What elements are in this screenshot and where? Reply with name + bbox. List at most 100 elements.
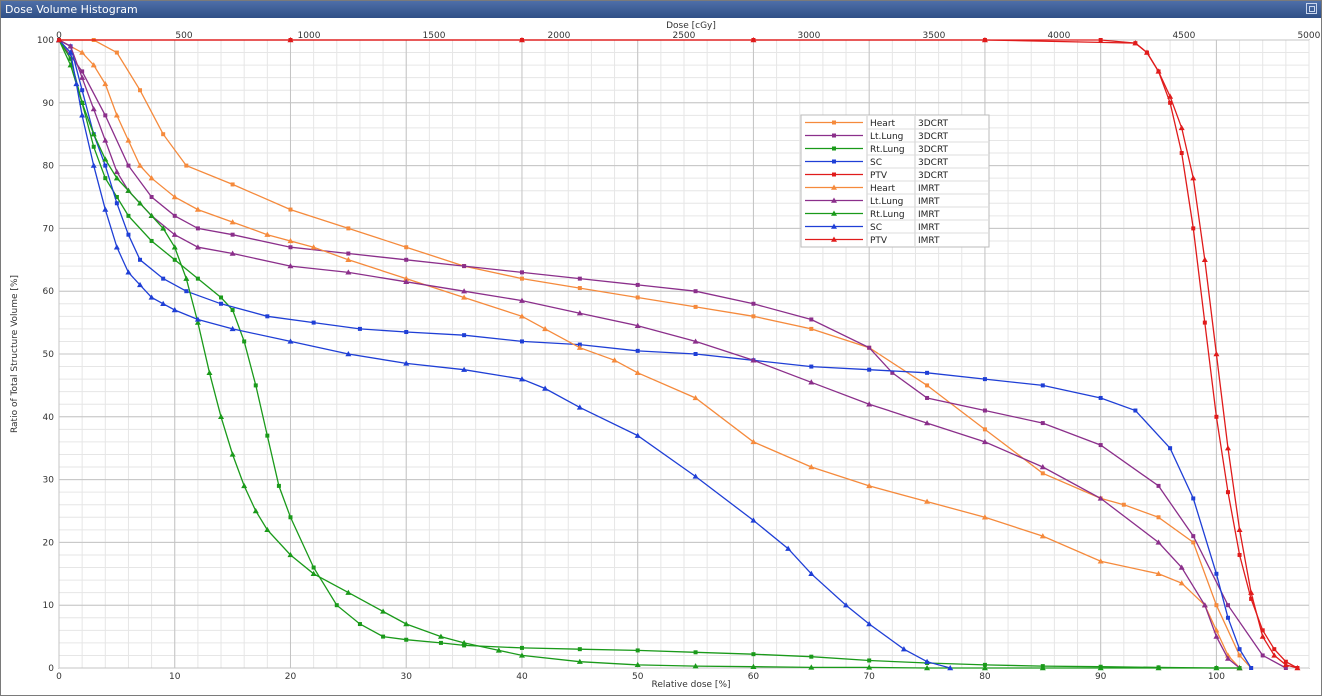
data-point	[461, 639, 468, 646]
legend: Heart 3DCRT Lt.Lung 3DCRT Rt.Lung 3DCRT SC 3DCR…	[800, 114, 990, 248]
data-point	[981, 514, 988, 520]
data-point	[287, 263, 294, 269]
x-tick-label: 80	[979, 672, 991, 682]
data-point	[1168, 100, 1173, 105]
data-point	[1132, 40, 1139, 46]
data-point	[1271, 652, 1278, 658]
legend-entry[interactable]: Heart 3DCRT	[805, 116, 949, 129]
data-point	[1178, 580, 1185, 586]
data-point	[1282, 661, 1289, 668]
data-point	[576, 404, 583, 410]
data-point	[1236, 526, 1243, 533]
data-point	[1040, 383, 1045, 388]
top-tick-label: 3500	[922, 31, 945, 41]
series-ltlung-imrt	[56, 37, 1243, 671]
legend-plan-name: 3DCRT	[918, 119, 949, 129]
data-point	[866, 664, 873, 670]
data-point	[404, 637, 409, 642]
data-point	[519, 339, 524, 344]
data-point	[518, 313, 525, 319]
data-point	[288, 515, 293, 520]
legend-entry[interactable]: Rt.Lung IMRT	[805, 206, 989, 220]
data-point	[808, 664, 815, 670]
data-point	[924, 665, 931, 671]
data-point	[808, 464, 815, 470]
data-point	[437, 633, 444, 639]
restore-window-icon[interactable]	[1306, 3, 1317, 14]
legend-series-name: Heart	[870, 184, 896, 194]
data-point	[103, 176, 108, 181]
data-point	[90, 131, 97, 137]
data-point	[461, 288, 468, 294]
data-point	[1040, 421, 1045, 426]
top-tick-label: 4500	[1172, 31, 1195, 41]
data-point	[288, 245, 293, 250]
data-point	[219, 301, 224, 306]
legend-plan-name: 3DCRT	[918, 171, 949, 181]
data-point	[103, 113, 108, 118]
data-point	[148, 294, 155, 300]
data-point	[577, 286, 582, 291]
data-point	[1133, 408, 1138, 413]
data-point	[866, 482, 873, 489]
y-tick-label: 30	[43, 476, 55, 486]
legend-series-name: PTV	[870, 171, 888, 181]
x-tick-label: 20	[285, 672, 297, 682]
series-line	[59, 39, 1252, 669]
top-tick-label: 500	[175, 31, 192, 41]
legend-plan-name: IMRT	[918, 184, 940, 194]
data-point	[808, 570, 815, 576]
data-point	[495, 647, 502, 653]
legend-entry[interactable]: PTV 3DCRT	[805, 167, 989, 181]
data-point	[1225, 490, 1230, 495]
data-point	[925, 370, 930, 375]
data-point	[809, 364, 814, 369]
data-point	[184, 163, 189, 168]
data-point	[1191, 534, 1196, 539]
data-point	[195, 226, 200, 231]
data-point	[345, 269, 352, 275]
data-point	[253, 383, 258, 388]
legend-entry[interactable]: PTV IMRT	[805, 232, 989, 246]
data-point	[542, 325, 549, 332]
ticks-layer: 0 10 20 30 40 50 60 70 80 90 100010203040506070809…	[37, 31, 1321, 682]
data-point	[982, 427, 987, 432]
legend-entry[interactable]: SC IMRT	[805, 219, 989, 233]
data-point	[1039, 665, 1046, 671]
legend-entry[interactable]: Lt.Lung IMRT	[805, 193, 989, 207]
data-point	[462, 333, 467, 338]
y-tick-label: 50	[43, 350, 55, 360]
data-point	[519, 276, 524, 281]
legend-entry[interactable]: Heart IMRT	[805, 180, 989, 194]
data-point	[1097, 558, 1104, 564]
legend-entry[interactable]: Lt.Lung 3DCRT	[805, 128, 989, 142]
data-point	[692, 473, 699, 479]
legend-entry[interactable]: SC 3DCRT	[805, 154, 989, 168]
series-sc-imrt	[56, 37, 954, 671]
data-point	[334, 603, 339, 608]
data-point	[102, 156, 109, 162]
y-tick-label: 100	[37, 36, 54, 46]
data-point	[103, 163, 108, 168]
data-point	[693, 289, 698, 294]
window-titlebar: Dose Volume Histogram	[1, 1, 1321, 18]
legend-entry[interactable]: Rt.Lung 3DCRT	[805, 141, 989, 155]
legend-series-name: SC	[870, 158, 882, 168]
data-point	[635, 295, 640, 300]
data-point	[287, 237, 294, 244]
legend-swatch-marker	[832, 172, 836, 177]
legend-series-name: Rt.Lung	[870, 145, 905, 155]
data-point	[1249, 596, 1254, 601]
data-point	[1214, 571, 1219, 576]
data-point	[750, 663, 757, 669]
data-point	[252, 508, 259, 514]
data-point	[242, 339, 247, 344]
data-point	[518, 652, 525, 658]
data-point	[229, 451, 236, 457]
data-point	[1214, 414, 1219, 419]
data-point	[1213, 665, 1220, 671]
data-point	[149, 238, 154, 243]
data-point	[125, 137, 132, 143]
data-point	[264, 231, 271, 237]
